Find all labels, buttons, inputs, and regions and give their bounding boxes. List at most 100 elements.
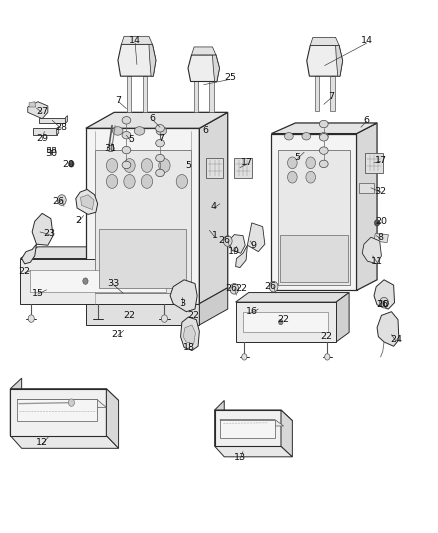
Text: 26: 26: [225, 284, 237, 293]
Text: 13: 13: [234, 454, 246, 463]
Polygon shape: [86, 128, 199, 304]
Text: 6: 6: [150, 114, 155, 123]
Polygon shape: [280, 235, 348, 282]
Text: 17: 17: [374, 156, 387, 165]
Polygon shape: [215, 410, 292, 421]
Polygon shape: [99, 229, 186, 288]
Polygon shape: [281, 410, 292, 457]
Polygon shape: [234, 158, 252, 177]
Text: 7: 7: [116, 96, 122, 105]
Text: 22: 22: [19, 268, 31, 276]
Ellipse shape: [155, 155, 164, 162]
Polygon shape: [229, 235, 245, 253]
Polygon shape: [29, 102, 35, 107]
Text: 12: 12: [36, 439, 48, 448]
Text: 14: 14: [129, 36, 141, 45]
Text: 17: 17: [241, 158, 253, 167]
Polygon shape: [336, 293, 349, 342]
Polygon shape: [377, 312, 399, 346]
Polygon shape: [118, 44, 156, 76]
Polygon shape: [310, 37, 339, 45]
Text: 1: 1: [212, 231, 218, 240]
Text: 6: 6: [364, 116, 370, 125]
Polygon shape: [20, 259, 175, 304]
Ellipse shape: [285, 133, 293, 140]
Polygon shape: [362, 237, 381, 264]
Polygon shape: [121, 36, 152, 44]
Ellipse shape: [122, 132, 131, 139]
Ellipse shape: [288, 171, 297, 183]
Text: 32: 32: [374, 187, 387, 196]
Polygon shape: [95, 150, 191, 293]
Polygon shape: [183, 325, 195, 344]
Polygon shape: [17, 399, 106, 407]
Polygon shape: [46, 147, 55, 152]
Ellipse shape: [134, 127, 145, 135]
Ellipse shape: [325, 354, 330, 360]
Ellipse shape: [122, 161, 131, 168]
Polygon shape: [272, 134, 357, 290]
Ellipse shape: [57, 195, 66, 205]
Polygon shape: [206, 158, 223, 177]
Text: 26: 26: [218, 237, 230, 246]
Polygon shape: [278, 150, 350, 285]
Text: 22: 22: [124, 311, 135, 320]
Polygon shape: [127, 76, 131, 112]
Polygon shape: [272, 123, 377, 134]
Text: 27: 27: [36, 107, 48, 116]
Text: 24: 24: [390, 335, 402, 344]
Polygon shape: [247, 223, 265, 252]
Polygon shape: [32, 213, 53, 245]
Text: 11: 11: [371, 257, 383, 265]
Text: 22: 22: [187, 311, 199, 320]
Polygon shape: [17, 399, 97, 421]
Text: 16: 16: [246, 307, 258, 316]
Ellipse shape: [83, 278, 88, 284]
Ellipse shape: [155, 125, 164, 132]
Polygon shape: [307, 45, 343, 76]
Text: 26: 26: [52, 197, 64, 206]
Text: 14: 14: [360, 36, 373, 45]
Ellipse shape: [319, 160, 328, 167]
Polygon shape: [21, 244, 36, 264]
Ellipse shape: [319, 120, 328, 128]
Polygon shape: [76, 189, 98, 214]
Ellipse shape: [107, 146, 114, 152]
Polygon shape: [188, 55, 219, 82]
Polygon shape: [175, 247, 193, 304]
Polygon shape: [30, 270, 166, 292]
Ellipse shape: [319, 147, 328, 155]
Text: 10: 10: [378, 300, 390, 309]
Ellipse shape: [242, 354, 247, 360]
Text: 31: 31: [105, 144, 117, 153]
Polygon shape: [194, 82, 198, 112]
Polygon shape: [11, 378, 21, 435]
Ellipse shape: [319, 133, 328, 140]
Ellipse shape: [68, 399, 74, 406]
Polygon shape: [143, 76, 147, 112]
Text: 19: 19: [228, 247, 240, 256]
Text: 22: 22: [278, 315, 290, 324]
Polygon shape: [106, 389, 119, 448]
Polygon shape: [33, 128, 57, 135]
Text: 26: 26: [377, 300, 389, 309]
Ellipse shape: [106, 159, 118, 172]
Ellipse shape: [306, 157, 315, 168]
Text: 2: 2: [75, 216, 81, 225]
Ellipse shape: [269, 281, 278, 292]
Text: 4: 4: [211, 203, 217, 212]
Polygon shape: [215, 410, 281, 446]
Polygon shape: [209, 82, 214, 112]
Ellipse shape: [306, 171, 315, 183]
Polygon shape: [180, 317, 199, 351]
Polygon shape: [199, 112, 228, 304]
Polygon shape: [215, 446, 292, 457]
Text: 29: 29: [36, 134, 48, 143]
Text: 9: 9: [250, 241, 256, 250]
Polygon shape: [220, 419, 284, 426]
Text: 22: 22: [320, 332, 332, 341]
Ellipse shape: [124, 159, 135, 172]
Text: 30: 30: [45, 149, 57, 158]
Polygon shape: [39, 118, 65, 124]
Polygon shape: [314, 76, 319, 111]
